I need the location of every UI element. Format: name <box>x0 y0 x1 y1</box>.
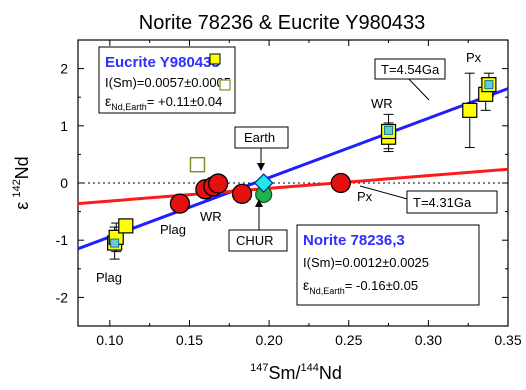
label-chur-text: CHUR <box>236 233 274 248</box>
label-t454-text: T=4.54Ga <box>381 62 440 77</box>
norite-point <box>207 173 229 194</box>
isochron-line-431 <box>77 167 509 206</box>
y-tick-label: 2 <box>60 61 68 77</box>
legend-eucrite-title: Eucrite Y980433 <box>105 54 220 71</box>
data-marks <box>107 72 497 260</box>
eucrite-inner-marker <box>110 238 120 248</box>
annotation-px-eucrite: Px <box>466 50 482 65</box>
label-earth-text: Earth <box>244 130 275 145</box>
legend-norite-line1: I(Sm)=0.0012±0.0025 <box>303 255 429 270</box>
y-tick-label: -2 <box>56 289 69 305</box>
x-axis-label: 147Sm/144Nd <box>250 362 342 383</box>
annotation-wr-norite: WR <box>200 209 222 224</box>
label-earth: Earth <box>234 126 289 171</box>
norite-point <box>330 172 351 194</box>
y-tick-label: 0 <box>60 175 68 191</box>
legend-eucrite-line2: εNd,Earth= +0.11±0.04 <box>105 93 222 112</box>
label-t454: T=4.54Ga <box>374 58 446 101</box>
annotation-px-norite: Px <box>357 189 373 204</box>
legend-eucrite: Eucrite Y980433 I(Sm)=0.0057±0.0005 εNd,… <box>98 46 236 114</box>
legend-norite-title: Norite 78236,3 <box>303 232 405 249</box>
x-tick-label: 0.30 <box>415 332 442 348</box>
legend-eucrite-line1: I(Sm)=0.0057±0.0005 <box>105 75 231 90</box>
y-axis-label: ε142Nd <box>11 156 32 209</box>
label-chur: CHUR <box>228 199 288 252</box>
eucrite-inner-marker <box>484 80 494 90</box>
annotation-plag-eucrite: Plag <box>96 270 122 285</box>
x-tick-label: 0.35 <box>494 332 521 348</box>
x-tick-label: 0.20 <box>255 332 282 348</box>
x-tick-label: 0.15 <box>176 332 203 348</box>
chart-title: Norite 78236 & Eucrite Y980433 <box>139 12 426 34</box>
label-t431: T=4.31Ga <box>359 185 498 214</box>
x-tick-label: 0.25 <box>335 332 362 348</box>
x-tick-label: 0.10 <box>96 332 123 348</box>
y-tick-label: -1 <box>56 232 69 248</box>
norite-point <box>169 193 191 214</box>
y-tick-label: 1 <box>60 118 68 134</box>
legend-eucrite-open-marker <box>219 79 231 91</box>
norite-point <box>231 183 253 205</box>
legend-norite: Norite 78236,3 I(Sm)=0.0012±0.0025 εNd,E… <box>296 224 480 306</box>
eucrite-inner-marker <box>384 125 394 135</box>
axis-ticks: 0.10 0.15 0.20 0.25 0.30 0.35 -2 -1 0 1 2 <box>56 39 522 348</box>
eucrite-point <box>118 218 134 234</box>
isochron-line-454 <box>77 87 509 251</box>
annotation-wr-eucrite: WR <box>371 96 393 111</box>
earth-point <box>253 173 274 193</box>
eucrite-open-point <box>189 156 206 173</box>
annotation-plag-norite: Plag <box>160 222 186 237</box>
isochron-lines <box>77 87 509 251</box>
eucrite-point <box>462 102 478 118</box>
legend-eucrite-filled-marker <box>209 53 221 65</box>
label-t431-text: T=4.31Ga <box>413 195 472 210</box>
legend-norite-line2: εNd,Earth= -0.16±0.05 <box>303 277 418 296</box>
